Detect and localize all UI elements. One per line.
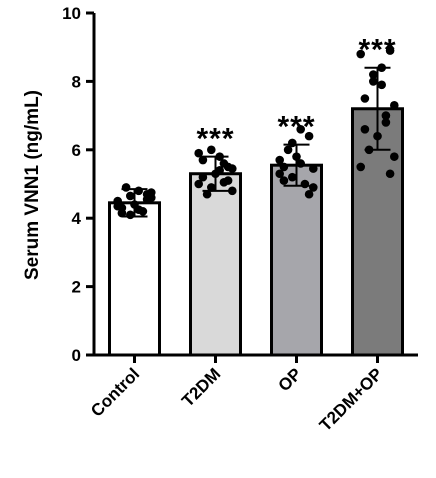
significance-label: *** — [196, 123, 234, 156]
data-point — [356, 49, 366, 59]
significance-label: *** — [358, 34, 396, 67]
data-point — [147, 188, 156, 197]
data-point — [134, 205, 143, 214]
x-tick-label: T2DM+OP — [316, 364, 387, 435]
data-point — [377, 80, 387, 90]
x-tick-label: T2DM — [178, 364, 224, 410]
data-point — [194, 148, 203, 158]
data-point — [369, 77, 378, 86]
data-point — [113, 201, 122, 211]
data-point — [309, 183, 318, 192]
data-point — [292, 152, 301, 161]
data-point — [364, 145, 374, 155]
data-point — [215, 152, 224, 161]
data-point — [279, 162, 289, 172]
data-point — [288, 138, 297, 148]
data-point — [381, 111, 391, 120]
data-point — [275, 169, 285, 179]
data-point — [390, 101, 399, 110]
data-point — [377, 63, 387, 73]
bar-control — [108, 201, 161, 357]
data-point — [360, 124, 370, 134]
y-tick-label: 0 — [72, 346, 81, 365]
data-point — [215, 166, 224, 175]
data-point — [207, 145, 216, 155]
significance-label: *** — [277, 111, 315, 144]
data-point — [390, 152, 399, 161]
bar-op — [270, 163, 323, 357]
data-points-layer — [113, 46, 399, 220]
data-point — [296, 124, 306, 134]
significance-layer: *** *** *** — [196, 34, 396, 156]
data-point — [194, 179, 203, 189]
data-point — [300, 179, 310, 189]
y-tick-label: 8 — [72, 72, 81, 91]
data-point — [117, 208, 127, 218]
data-point — [207, 183, 216, 192]
data-point — [283, 145, 293, 155]
data-point — [279, 176, 289, 185]
data-point — [228, 164, 237, 173]
data-point — [228, 186, 237, 196]
data-point — [126, 191, 135, 201]
data-point — [385, 169, 395, 179]
x-tick-label: Control — [87, 364, 143, 420]
data-point — [309, 164, 318, 173]
data-point — [198, 172, 208, 182]
data-point — [202, 189, 212, 199]
y-axis-title: Serum VNN1 (ng/mL) — [22, 90, 43, 280]
data-point — [304, 189, 314, 199]
data-point — [126, 210, 135, 220]
data-point — [360, 94, 370, 103]
data-point — [121, 183, 131, 192]
error-bars-layer — [121, 66, 391, 218]
data-point — [356, 162, 366, 172]
data-point — [369, 70, 378, 79]
y-tick-label: 4 — [72, 209, 82, 228]
data-point — [373, 131, 382, 141]
data-point — [296, 159, 306, 168]
data-point — [134, 186, 143, 196]
bars-layer — [108, 107, 404, 357]
y-tick-label: 6 — [72, 141, 81, 160]
data-point — [288, 172, 297, 182]
x-tick-label: OP — [275, 364, 306, 395]
data-point — [219, 177, 229, 187]
y-tick-label: 10 — [62, 4, 81, 23]
bar-t2dm — [189, 172, 242, 357]
data-point — [275, 155, 285, 165]
data-point — [381, 118, 391, 127]
data-point — [385, 46, 395, 55]
data-point — [142, 195, 152, 204]
data-point — [304, 131, 314, 141]
data-point — [198, 155, 208, 165]
y-tick-label: 2 — [72, 278, 81, 297]
data-point — [219, 159, 229, 168]
